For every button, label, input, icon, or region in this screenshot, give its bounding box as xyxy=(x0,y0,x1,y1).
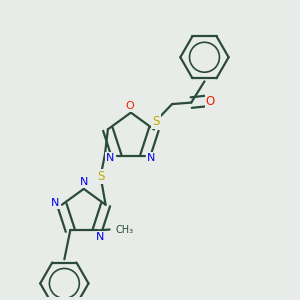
Text: O: O xyxy=(206,94,215,108)
Text: N: N xyxy=(106,153,114,163)
Text: N: N xyxy=(96,232,104,242)
Text: O: O xyxy=(125,101,134,111)
Text: S: S xyxy=(152,115,160,128)
Text: N: N xyxy=(51,198,60,208)
Text: N: N xyxy=(147,153,156,163)
Text: N: N xyxy=(80,177,88,188)
Text: CH₃: CH₃ xyxy=(116,224,134,235)
Text: S: S xyxy=(97,170,104,183)
